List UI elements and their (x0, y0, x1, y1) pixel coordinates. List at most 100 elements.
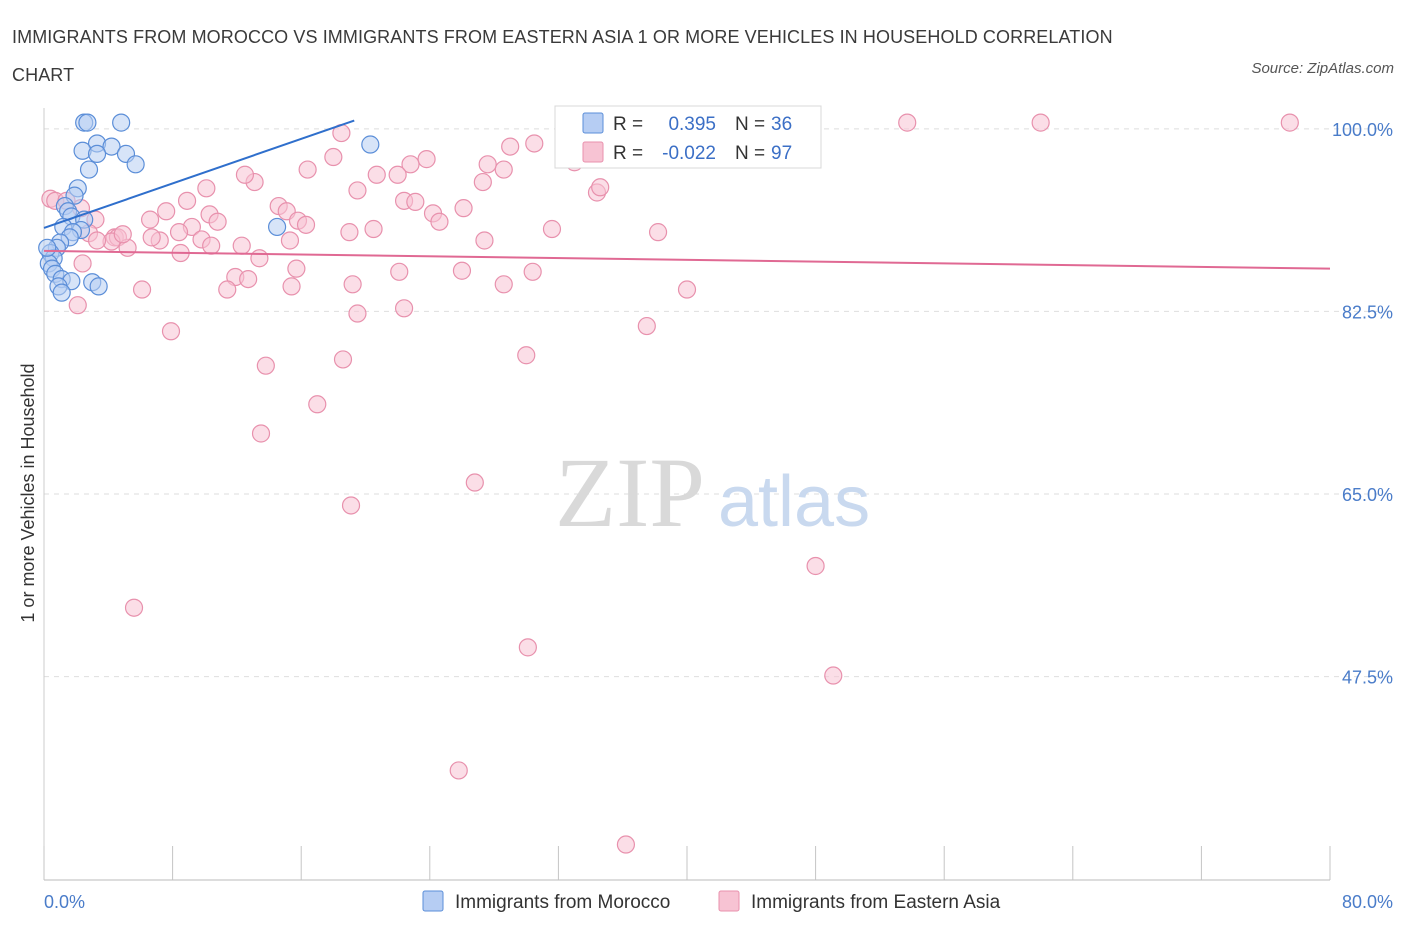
asia-point-53 (87, 231, 107, 250)
asia-point-14 (494, 160, 513, 179)
x-tick-marks (43, 846, 1331, 880)
asia-point-82 (333, 350, 353, 369)
asia-point-91 (824, 666, 843, 685)
stats-r-label-asia: R = (613, 143, 643, 164)
trend-line-eastern-asia (43, 249, 1331, 270)
asia-point-94 (235, 165, 255, 184)
asia-point-64 (287, 259, 306, 278)
asia-point-66 (523, 262, 542, 281)
asia-point-9 (417, 150, 436, 169)
asia-point-13 (401, 155, 420, 174)
asia-point-63 (73, 254, 92, 273)
stats-n-value-asia: 97 (771, 143, 792, 164)
asia-point-41 (208, 212, 227, 231)
asia-point-85 (251, 424, 271, 443)
morocco-point-4 (102, 137, 121, 156)
stats-r-label-morocco: R = (613, 114, 643, 135)
stats-swatch-asia (582, 141, 604, 163)
asia-point-77 (68, 296, 87, 315)
asia-point-45 (364, 219, 383, 239)
asia-point-43 (169, 223, 189, 242)
asia-point-29 (454, 199, 473, 218)
asia-point-83 (256, 356, 275, 375)
y-tick-label-2: 65.0% (1342, 485, 1393, 505)
asia-point-93 (616, 835, 636, 854)
asia-point-76 (348, 304, 367, 323)
morocco-point-6 (87, 144, 107, 164)
asia-point-87 (341, 496, 361, 515)
asia-point-81 (517, 346, 536, 365)
asia-point-73 (132, 280, 152, 299)
asia-point-59 (232, 236, 251, 255)
asia-point-86 (465, 473, 484, 492)
x-tick-label-min: 0.0% (44, 892, 85, 912)
legend-label-asia[interactable]: Immigrants from Eastern Asia (751, 892, 1001, 913)
asia-point-55 (280, 231, 300, 250)
asia-point-32 (157, 202, 176, 221)
morocco-point-1 (78, 113, 97, 132)
asia-point-79 (637, 316, 656, 336)
asia-point-90 (518, 638, 537, 657)
asia-point-95 (591, 178, 610, 197)
morocco-point-33 (267, 217, 287, 237)
series-morocco-points (38, 113, 380, 302)
chart-source: Source: ZipAtlas.com (1251, 60, 1394, 77)
asia-point-40 (430, 212, 449, 231)
asia-point-4 (1031, 113, 1050, 132)
asia-point-69 (239, 269, 258, 289)
stats-swatch-morocco (582, 112, 604, 134)
y-tick-label-1: 82.5% (1342, 302, 1393, 322)
watermark-zip: ZIP (555, 437, 705, 548)
stats-r-value-asia: -0.022 (662, 143, 716, 164)
bottom-legend: Immigrants from Morocco Immigrants from … (422, 890, 1001, 913)
asia-point-78 (677, 280, 697, 299)
asia-point-72 (494, 275, 513, 294)
stats-r-value-morocco: 0.395 (668, 114, 716, 135)
asia-point-71 (282, 277, 301, 296)
grid-lines (44, 128, 1393, 678)
trend-line-morocco (43, 119, 355, 229)
asia-point-37 (140, 210, 160, 229)
y-tick-label-0: 100.0% (1332, 120, 1393, 140)
asia-point-26 (177, 191, 197, 210)
morocco-point-30 (89, 277, 108, 296)
asia-point-5 (1280, 113, 1299, 132)
stats-n-value-morocco: 36 (771, 114, 792, 135)
asia-point-3 (898, 113, 917, 132)
asia-point-44 (340, 223, 359, 242)
asia-point-75 (394, 299, 414, 318)
morocco-point-8 (126, 155, 145, 174)
morocco-point-35 (38, 238, 57, 257)
asia-point-12 (298, 160, 317, 179)
y-tick-label-3: 47.5% (1342, 668, 1393, 688)
stats-n-label-morocco: N = (735, 114, 765, 135)
asia-point-88 (806, 556, 825, 576)
stats-n-label-asia: N = (735, 143, 765, 164)
asia-point-58 (202, 236, 221, 255)
asia-point-8 (501, 137, 520, 156)
asia-point-96 (113, 225, 132, 244)
asia-point-56 (475, 231, 494, 250)
chart-title: IMMIGRANTS FROM MOROCCO VS IMMIGRANTS FR… (12, 27, 1113, 85)
legend-swatch-asia[interactable] (718, 890, 740, 912)
legend-label-morocco[interactable]: Immigrants from Morocco (455, 892, 670, 913)
trend-lines (43, 119, 1331, 270)
morocco-point-34 (361, 135, 380, 154)
morocco-point-9 (79, 160, 99, 179)
asia-point-67 (452, 261, 472, 280)
asia-point-39 (296, 215, 316, 234)
asia-point-84 (308, 395, 327, 414)
x-tick-label-max: 80.0% (1342, 892, 1393, 912)
asia-point-15 (478, 155, 497, 174)
stats-legend-box: R = 0.395 N = 36 R = -0.022 N = 97 (554, 105, 822, 169)
asia-point-28 (406, 192, 425, 211)
asia-point-7 (525, 134, 544, 153)
asia-point-16 (367, 165, 386, 184)
legend-swatch-morocco[interactable] (422, 890, 444, 912)
asia-point-62 (250, 249, 269, 268)
asia-point-74 (218, 280, 237, 299)
morocco-point-32 (52, 283, 71, 302)
asia-point-54 (142, 228, 161, 247)
asia-point-20 (348, 181, 367, 200)
asia-point-80 (161, 322, 181, 341)
